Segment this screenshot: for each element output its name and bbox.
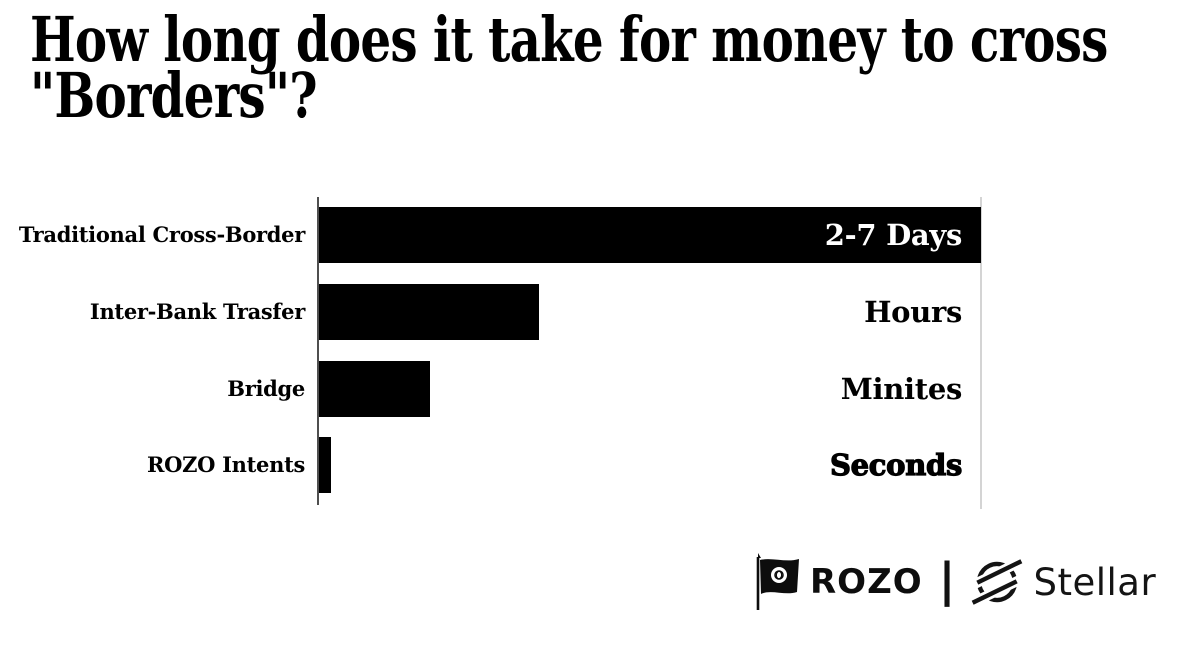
brand-divider-bar: | bbox=[938, 553, 956, 607]
stellar-logo-icon bbox=[971, 556, 1024, 608]
category-label: Traditional Cross-Border bbox=[18, 222, 305, 248]
value-label: Minites bbox=[840, 371, 963, 406]
chart-title-line-2: "Borders"? bbox=[30, 59, 318, 132]
category-label: Inter-Bank Trasfer bbox=[89, 298, 305, 324]
bar bbox=[319, 207, 981, 264]
bar bbox=[319, 360, 430, 417]
value-label: Hours bbox=[864, 294, 962, 329]
y-axis-line bbox=[317, 197, 319, 505]
plot-right-border-line bbox=[980, 197, 982, 509]
bar bbox=[319, 283, 539, 340]
category-label: Bridge bbox=[227, 375, 305, 401]
value-label: Seconds bbox=[829, 447, 962, 483]
footer-brandbar: ROZO | Stellar bbox=[752, 550, 1156, 614]
chart-title: How long does it take for money to cross… bbox=[30, 3, 1108, 132]
rozo-flag-icon bbox=[752, 551, 802, 613]
stellar-wordmark: Stellar bbox=[1033, 560, 1157, 604]
chart-title-line-1: How long does it take for money to cross bbox=[30, 3, 1108, 76]
category-label: ROZO Intents bbox=[146, 452, 305, 478]
value-label: 2-7 Days bbox=[824, 218, 963, 253]
bar bbox=[319, 437, 331, 494]
rozo-wordmark: ROZO bbox=[810, 562, 923, 602]
